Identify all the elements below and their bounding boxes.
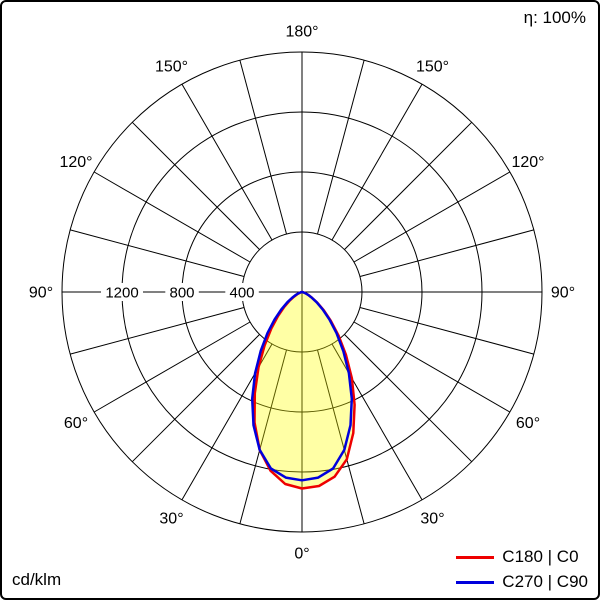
angle-tick-label: 90° [551, 285, 575, 302]
curve-c270-c90 [250, 290, 354, 482]
angle-tick-label: 150° [416, 59, 449, 76]
legend-item: C270 | C90 [456, 572, 588, 592]
radial-tick-label: 1200 [105, 284, 138, 301]
angle-tick-label: 120° [59, 154, 92, 171]
angle-tick-label: 150° [155, 59, 188, 76]
fill-c90-c270 [252, 292, 352, 481]
legend-line-red-icon [456, 555, 495, 559]
radial-tick-label: 400 [229, 284, 254, 301]
efficiency-label: η: 100% [523, 8, 586, 27]
angle-tick-label: 60° [516, 415, 540, 432]
legend: C180 | C0 C270 | C90 [456, 547, 588, 592]
radial-tick-labels: 1200 800 400 [101, 283, 259, 301]
angle-tick-label: 30° [420, 511, 444, 528]
angle-tick-label: 60° [64, 415, 88, 432]
beam-curves [250, 290, 356, 490]
legend-label-c270-c90: C270 | C90 [502, 572, 588, 591]
angle-tick-labels: 0° 30° 30° 60° 60° 90° 90° 120° 120° 150° 150° 180° [29, 24, 575, 563]
polar-grid [61, 51, 543, 533]
fill-c0-c180 [254, 292, 355, 489]
beam-fill [252, 292, 355, 489]
angle-tick-label: 90° [29, 285, 53, 302]
legend-line-blue-icon [456, 580, 495, 584]
angle-tick-label: 120° [511, 154, 544, 171]
angle-tick-label: 30° [159, 511, 183, 528]
angle-tick-label: 0° [294, 546, 309, 563]
angle-tick-label: 180° [285, 24, 318, 41]
radial-tick-label: 800 [169, 284, 194, 301]
legend-label-c180-c0: C180 | C0 [502, 547, 579, 566]
unit-label: cd/klm [12, 570, 62, 589]
legend-item: C180 | C0 [456, 547, 588, 567]
